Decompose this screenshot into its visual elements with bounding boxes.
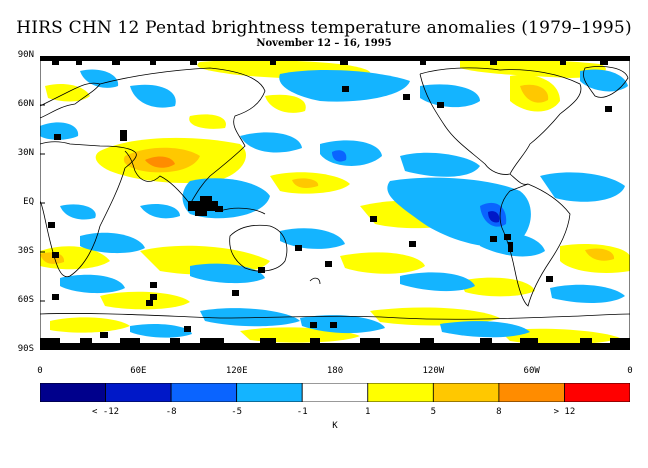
anomaly-region [580,69,628,92]
colorbar-swatch [498,383,565,402]
anomaly-region [440,321,530,338]
colorbar-label: 1 [365,407,371,417]
anomaly-region [265,94,306,113]
anomaly-region [60,204,96,220]
colorbar-label: -1 [296,407,308,417]
lon-label: 0 [37,366,43,376]
anomaly-region [45,84,90,102]
lon-label: 120E [225,366,248,376]
anomaly-region [200,308,300,327]
lon-label: 0 [627,366,633,376]
anomaly-region [520,84,549,103]
anomaly-region [420,84,480,108]
colorbar-swatch [564,383,630,402]
lat-label: EQ [23,197,34,207]
colorbar-swatch [301,383,369,402]
lat-label: 60S [17,295,34,305]
anomaly-region [100,291,190,310]
colorbar-label: -8 [165,407,177,417]
anomaly-region [130,323,192,338]
anomaly-region [340,252,425,274]
anomaly-region [279,70,410,102]
lon-label: 180 [326,366,344,376]
anomaly-region [460,277,535,297]
colorbar-label: 5 [430,407,437,417]
colorbar-label: -5 [231,407,243,417]
colorbar-unit: K [332,421,338,431]
anomaly-region [400,152,480,177]
colorbar-swatch [170,383,238,402]
anomaly-region [60,274,125,294]
anomaly-region [332,150,347,162]
anomaly-region [488,211,500,223]
coastlines [40,66,630,320]
anomaly-region [292,178,319,188]
anomaly-region [370,307,500,326]
anomaly-region [400,272,475,292]
colorbar-swatch [432,383,500,402]
anomaly-region [145,156,175,168]
anomaly-region [280,228,345,249]
anomaly-region [300,315,385,334]
anomaly-region [550,284,625,303]
lat-label: 30N [17,148,34,158]
lon-label: 120W [422,366,445,376]
lat-label: 60N [17,99,34,109]
anomaly-region [189,114,226,129]
anomaly-region [585,248,615,261]
lat-label: 90N [17,50,34,60]
colorbar-swatch [236,383,303,402]
colorbar-label: > 12 [553,407,576,417]
lat-label: 30S [17,246,34,256]
colorbar-swatch [367,383,434,402]
anomaly-region [140,204,180,219]
colorbar-swatch [40,383,106,402]
anomaly-region [540,172,625,202]
colorbar-label: 8 [496,407,502,417]
colorbar [40,383,630,402]
axis-ticks [40,56,630,350]
colorbar-swatch [105,383,172,402]
anomaly-region [80,69,119,88]
colorbar-label: < -12 [92,407,120,417]
anomaly-region [240,132,302,153]
map-title: HIRS CHN 12 Pentad brightness temperatur… [16,18,632,38]
map-subtitle: November 12 – 16, 1995 [256,38,392,49]
anomaly-region [40,122,79,140]
anomaly-region [50,317,130,333]
lon-label: 60W [523,366,540,376]
anomaly-region [130,84,176,108]
lat-label: 90S [17,344,34,354]
lon-label: 60E [130,366,147,376]
anomaly-region [387,177,531,247]
anomaly-map [40,56,630,350]
